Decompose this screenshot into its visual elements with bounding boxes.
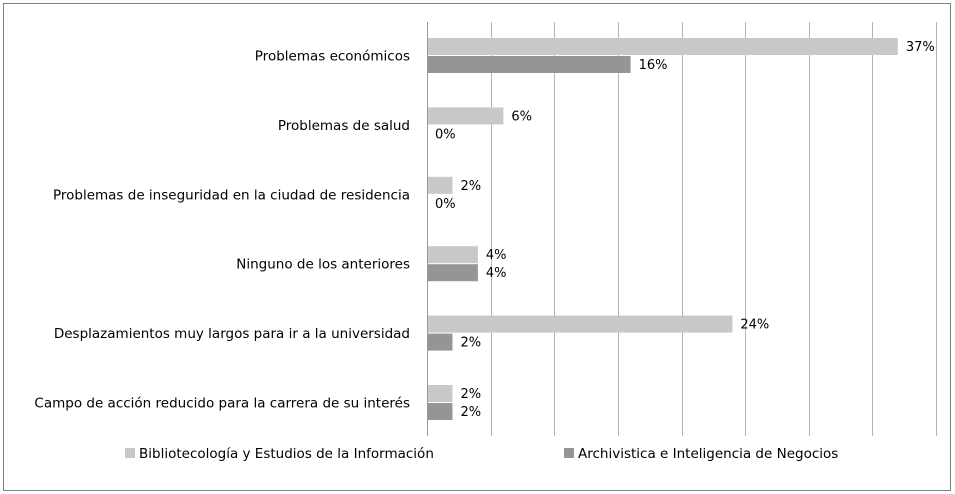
legend-label-bibliotecologia: Bibliotecología y Estudios de la Informa…: [139, 446, 434, 462]
legend: Bibliotecología y Estudios de la Informa…: [125, 446, 838, 462]
data-label: 2%: [460, 405, 481, 420]
bar: [428, 315, 733, 333]
data-label: 2%: [460, 179, 481, 194]
bar: [428, 403, 453, 420]
data-labels: 37% 6% 2% 4% 24% 2% 16% 0% 0% 4% 2% 2%: [435, 40, 935, 420]
bar: [428, 333, 453, 351]
data-label: 16%: [639, 58, 668, 73]
chart-frame: Problemas económicos Problemas de salud Pr…: [3, 3, 951, 491]
data-label: 0%: [435, 127, 456, 142]
category-label: Ninguno de los anteriores: [236, 257, 410, 273]
data-label: 24%: [740, 318, 769, 333]
category-label: Problemas de salud: [278, 118, 410, 134]
bars: [428, 38, 898, 420]
category-labels: Problemas económicos Problemas de salud Pr…: [34, 49, 410, 412]
bar: [428, 176, 453, 194]
legend-label-archivistica: Archivistica e Inteligencia de Negocios: [578, 446, 838, 462]
data-label: 6%: [511, 109, 532, 124]
bar: [428, 107, 504, 125]
data-label: 2%: [460, 387, 481, 402]
category-label: Problemas económicos: [255, 49, 410, 65]
data-label: 0%: [435, 197, 456, 212]
data-label: 2%: [460, 336, 481, 351]
bar: [428, 56, 631, 73]
bar: [428, 38, 898, 55]
data-label: 4%: [486, 248, 507, 263]
bar-chart: Problemas económicos Problemas de salud Pr…: [34, 22, 937, 462]
category-label: Desplazamientos muy largos para ir a la …: [54, 326, 410, 342]
category-label: Problemas de inseguridad en la ciudad de…: [53, 187, 410, 203]
data-label: 37%: [906, 40, 935, 55]
bar: [428, 264, 478, 282]
category-label: Campo de acción reducido para la carrera…: [34, 396, 410, 412]
bar: [428, 385, 453, 402]
gridlines: [427, 22, 937, 436]
data-label: 4%: [486, 266, 507, 281]
legend-swatch-bibliotecologia: [125, 448, 135, 458]
legend-swatch-archivistica: [564, 448, 574, 458]
bar: [428, 246, 478, 264]
